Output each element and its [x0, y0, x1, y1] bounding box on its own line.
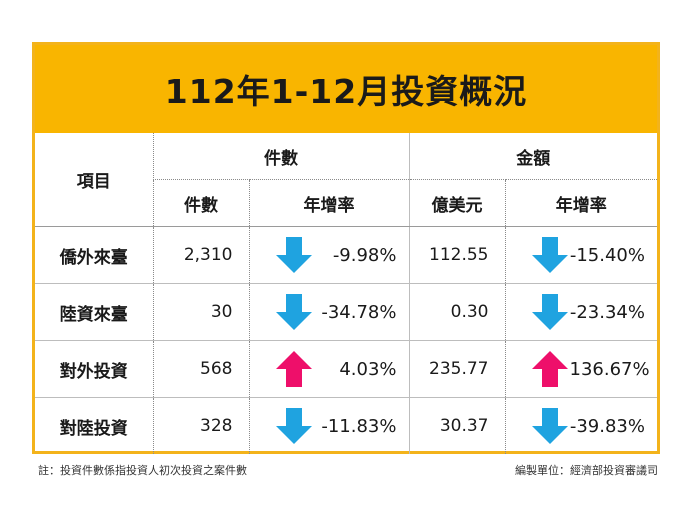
row-amount: 0.30 — [408, 283, 505, 341]
row-name: 對陸投資 — [59, 418, 128, 439]
title-bar: 112年1-12月投資概況 — [35, 45, 657, 133]
row-amount-rate: 136.67% — [569, 358, 650, 380]
header-item: 項目 — [35, 133, 153, 227]
header-group-count: 件數 — [152, 133, 409, 180]
down-arrow-icon — [275, 237, 312, 273]
table-frame: 112年1-12月投資概況 項目 件數 金額 件數 年增率 億美元 年增率 僑外… — [32, 42, 660, 454]
footer-note: 註：投資件數係指投資人初次投資之案件數 — [38, 464, 247, 477]
table-row: 僑外來臺 2,310 -9.98% 112.55 -15.40% — [35, 226, 657, 284]
row-amount: 30.37 — [408, 397, 505, 454]
down-arrow-icon — [531, 294, 568, 330]
row-amount: 112.55 — [408, 226, 505, 284]
down-arrow-icon — [275, 408, 312, 444]
row-count-rate-cell: -34.78% — [248, 283, 409, 341]
row-amount-rate-cell: -39.83% — [504, 397, 657, 454]
up-arrow-icon — [531, 351, 568, 387]
row-count: 30 — [152, 283, 249, 341]
row-count-rate-cell: 4.03% — [248, 340, 409, 398]
table-row: 陸資來臺 30 -34.78% 0.30 -23.34% — [35, 283, 657, 341]
header-col-count: 件數 — [152, 179, 249, 227]
header-col-amount: 億美元 — [408, 179, 505, 227]
row-amount: 235.77 — [408, 340, 505, 398]
page-title: 112年1-12月投資概況 — [164, 72, 528, 111]
header-col-count-rate: 年增率 — [248, 179, 409, 227]
row-count: 568 — [152, 340, 249, 398]
row-count-rate-cell: -11.83% — [248, 397, 409, 454]
row-amount-rate-cell: 136.67% — [504, 340, 657, 398]
investment-table: 項目 件數 金額 件數 年增率 億美元 年增率 僑外來臺 2,310 -9.98… — [35, 133, 657, 454]
up-arrow-icon — [275, 351, 312, 387]
row-amount-rate-cell: -15.40% — [504, 226, 657, 284]
row-name: 陸資來臺 — [35, 283, 153, 341]
row-count-rate-cell: -9.98% — [248, 226, 409, 284]
row-name: 對外投資 — [35, 340, 153, 398]
table-row: 對外投資 568 4.03% 235.77 136.67% — [35, 340, 657, 398]
down-arrow-icon — [275, 294, 312, 330]
row-amount-rate-cell: -23.34% — [504, 283, 657, 341]
row-count-rate: -9.98% — [332, 244, 397, 266]
row-amount-rate: -15.40% — [569, 244, 645, 266]
header-col-amount-rate: 年增率 — [504, 179, 657, 227]
down-arrow-icon — [531, 237, 568, 273]
table-row: 對陸投資 328 -11.83% 30.37 -39.83% — [35, 397, 657, 454]
row-count-rate: -11.83% — [321, 415, 397, 437]
header-group-amount: 金額 — [408, 133, 657, 180]
row-count: 2,310 — [152, 226, 249, 284]
row-amount-rate: -23.34% — [569, 301, 645, 323]
row-amount-rate: -39.83% — [569, 415, 645, 437]
down-arrow-icon — [531, 408, 568, 444]
row-name: 僑外來臺 — [35, 226, 153, 284]
row-count-rate: 4.03% — [339, 358, 397, 380]
row-count: 328 — [152, 397, 249, 454]
row-count-rate: -34.78% — [321, 301, 397, 323]
footer-source: 編製單位：經濟部投資審議司 — [515, 464, 658, 477]
